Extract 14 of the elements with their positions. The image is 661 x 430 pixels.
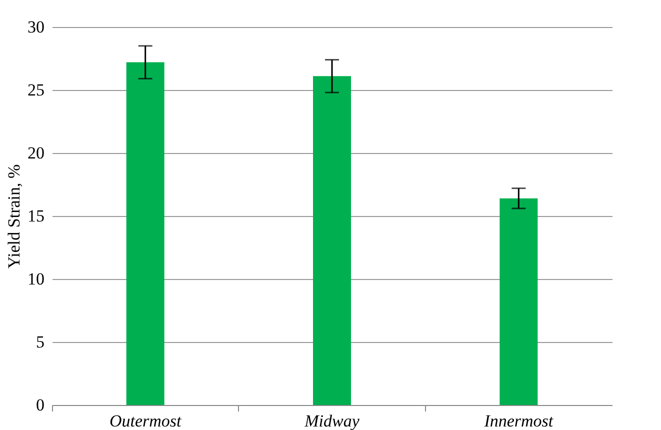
y-axis-title: Yield Strain, %: [4, 164, 24, 269]
y-tick-label: 0: [36, 396, 44, 414]
y-tick-label: 10: [28, 270, 44, 288]
bar: [313, 76, 351, 405]
y-tick-label: 5: [36, 332, 44, 352]
x-tick-label: Innermost: [483, 412, 554, 430]
y-tick-label: 25: [28, 80, 44, 100]
y-tick-label: 30: [28, 18, 44, 36]
bar: [126, 62, 164, 405]
y-tick-label: 20: [28, 144, 44, 162]
x-tick-label: Outermost: [109, 412, 182, 430]
y-tick-label: 15: [28, 206, 44, 226]
bar: [500, 198, 538, 405]
x-tick-label: Midway: [304, 412, 360, 430]
